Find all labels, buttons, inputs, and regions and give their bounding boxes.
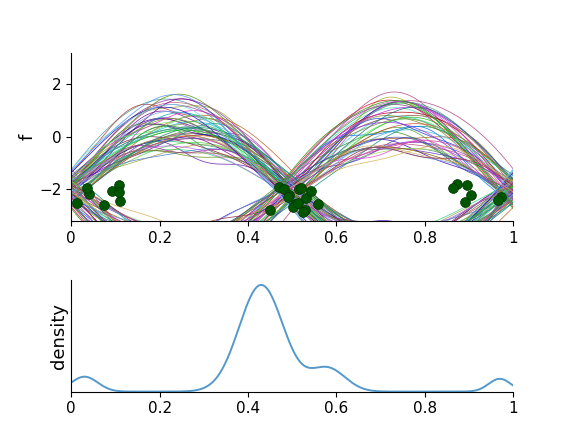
Point: [290, 201, 299, 208]
Point: [115, 198, 124, 205]
Point: [284, 191, 293, 198]
Point: [314, 200, 323, 207]
Point: [288, 204, 298, 211]
Point: [297, 185, 306, 192]
Point: [493, 196, 502, 203]
Point: [294, 199, 303, 206]
Point: [453, 181, 462, 188]
Point: [461, 198, 470, 205]
Point: [114, 182, 123, 189]
Point: [301, 207, 310, 214]
Point: [497, 194, 506, 201]
Point: [466, 192, 475, 199]
Point: [280, 186, 289, 193]
Point: [83, 184, 92, 191]
Point: [115, 189, 124, 196]
Point: [302, 194, 311, 202]
Point: [298, 208, 307, 215]
Y-axis label: f: f: [18, 134, 36, 140]
Point: [108, 187, 117, 194]
Point: [72, 200, 82, 207]
Point: [295, 186, 304, 193]
Point: [448, 184, 457, 191]
Y-axis label: density: density: [51, 303, 68, 369]
Point: [84, 191, 93, 198]
Point: [275, 183, 284, 190]
Point: [462, 182, 471, 189]
Point: [100, 202, 109, 209]
Point: [283, 194, 292, 201]
Point: [266, 206, 275, 213]
Point: [307, 187, 316, 194]
